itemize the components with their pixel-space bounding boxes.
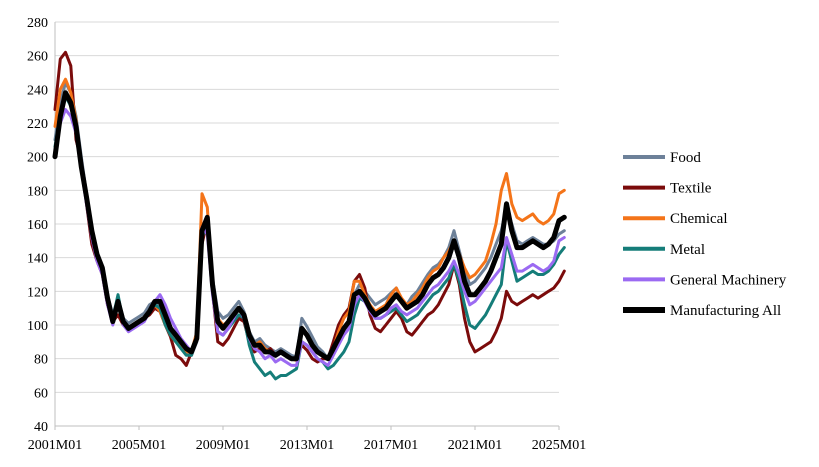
legend-label-general-machinery: General Machinery	[670, 272, 787, 288]
legend-label-chemical: Chemical	[670, 211, 727, 227]
y-tick-label: 40	[34, 420, 48, 435]
legend-label-food: Food	[670, 150, 701, 166]
legend-label-metal: Metal	[670, 242, 705, 258]
x-tick-labels: 2001M01 2005M01 2009M01 2013M01 2017M01 2021M…	[28, 426, 586, 453]
y-tick-label: 280	[27, 16, 48, 31]
legend-label-manufacturing-all: Manufacturing All	[670, 303, 781, 319]
y-tick-label: 220	[27, 117, 48, 132]
series-line-manufacturing-all	[52, 90, 567, 362]
y-tick-label: 240	[27, 83, 48, 98]
x-tick-label: 2013M01	[280, 438, 334, 453]
legend-label-textile: Textile	[670, 181, 712, 197]
y-tick-label: 80	[34, 353, 48, 368]
x-tick-label: 2025M01	[532, 438, 586, 453]
x-tick-label: 2017M01	[364, 438, 418, 453]
y-tick-label: 160	[27, 218, 48, 233]
series-lines	[52, 50, 567, 381]
legend: Food Textile Chemical Metal General Machiner…	[623, 150, 787, 319]
y-tick-labels: 40 60 80 100 120 140 160 180 200 220 240 260 280	[27, 16, 48, 435]
x-tick-label: 2009M01	[196, 438, 250, 453]
y-tick-label: 120	[27, 285, 48, 300]
y-tick-label: 60	[34, 386, 48, 401]
x-tick-label: 2001M01	[28, 438, 82, 453]
y-tick-label: 100	[27, 319, 48, 334]
series-line-food	[53, 81, 566, 361]
y-tick-label: 200	[27, 151, 48, 166]
x-tick-label: 2021M01	[448, 438, 502, 453]
y-tick-label: 180	[27, 184, 48, 199]
x-tick-label: 2005M01	[112, 438, 166, 453]
series-line-general-machinery	[53, 108, 566, 367]
series-line-chemical	[53, 77, 566, 362]
series-line-textile	[53, 50, 566, 367]
y-tick-label: 140	[27, 252, 48, 267]
y-tick-label: 260	[27, 50, 48, 65]
